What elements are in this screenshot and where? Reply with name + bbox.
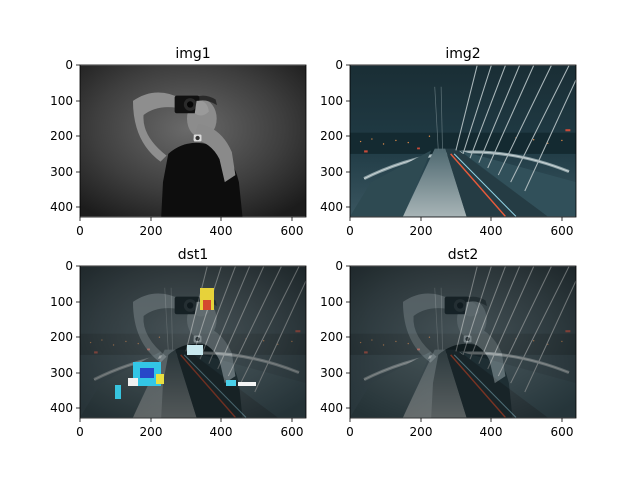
x-tick-label: 400 [210,425,233,439]
x-tick-labels: 0 200 400 600 [76,425,303,439]
y-tick-label: 200 [50,129,73,143]
y-tick-label: 200 [320,129,343,143]
y-tick-label: 300 [50,366,73,380]
axes-frame [79,265,307,419]
axes-frame [349,265,577,419]
x-tick-labels: 0 200 400 600 [346,425,573,439]
subplot-dst2: dst2 0 200 400 600 0 100 200 300 400 [320,247,577,439]
x-tick-label: 600 [551,425,574,439]
subplot-dst1: dst1 [50,247,307,439]
x-tick-label: 200 [410,425,433,439]
x-tick-label: 600 [281,224,304,238]
subplot-img2: img2 0 200 400 600 0 100 200 300 400 [320,46,577,238]
overflow-artifacts [115,288,256,399]
x-tick-label: 0 [346,224,354,238]
y-tick-label: 0 [335,58,343,72]
y-tick-label: 200 [320,330,343,344]
x-tick-label: 0 [346,425,354,439]
subplot-title: dst2 [448,247,479,263]
y-tick-label: 0 [65,259,73,273]
y-tick-label: 200 [50,330,73,344]
x-tick-label: 600 [551,224,574,238]
x-tick-label: 200 [140,224,163,238]
y-tick-label: 100 [50,295,73,309]
y-tick-label: 100 [320,94,343,108]
axes-frame [79,64,307,218]
x-tick-label: 400 [480,224,503,238]
image-img1 [80,65,306,217]
x-tick-label: 200 [410,224,433,238]
y-tick-label: 100 [50,94,73,108]
y-tick-label: 400 [320,200,343,214]
x-tick-labels: 0 200 400 600 [76,224,303,238]
y-tick-label: 400 [320,401,343,415]
y-tick-label: 300 [320,165,343,179]
image-dst1 [80,266,306,418]
subplot-title: dst1 [178,247,209,263]
image-dst2 [350,266,576,418]
y-tick-label: 300 [50,165,73,179]
x-tick-label: 400 [480,425,503,439]
y-tick-label: 0 [65,58,73,72]
x-tick-labels: 0 200 400 600 [346,224,573,238]
y-tick-label: 300 [320,366,343,380]
x-tick-label: 400 [210,224,233,238]
subplot-title: img1 [175,46,210,62]
y-tick-label: 0 [335,259,343,273]
y-tick-labels: 0 100 200 300 400 [50,58,73,214]
image-img2 [350,65,576,217]
y-tick-labels: 0 100 200 300 400 [320,58,343,214]
y-tick-label: 400 [50,200,73,214]
x-tick-label: 0 [76,425,84,439]
x-tick-label: 0 [76,224,84,238]
x-tick-label: 200 [140,425,163,439]
subplot-title: img2 [445,46,480,62]
x-tick-label: 600 [281,425,304,439]
y-tick-label: 400 [50,401,73,415]
y-tick-label: 100 [320,295,343,309]
y-tick-labels: 0 100 200 300 400 [320,259,343,415]
subplot-img1: img1 0 200 400 600 0 100 200 300 400 [50,46,307,238]
y-tick-labels: 0 100 200 300 400 [50,259,73,415]
axes-frame [349,64,577,218]
